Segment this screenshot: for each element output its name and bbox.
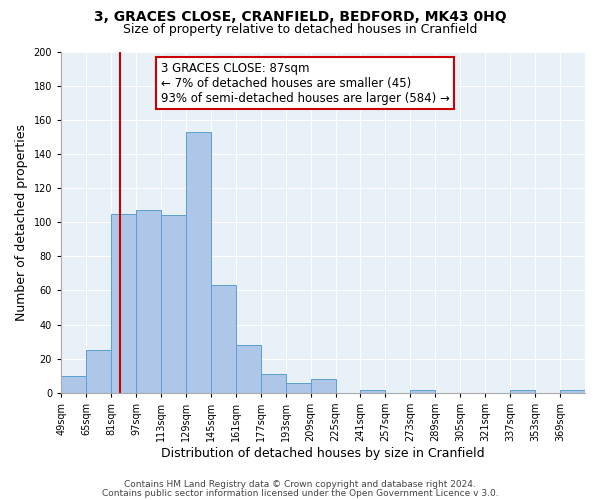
Bar	[61, 376, 86, 393]
Bar	[86, 350, 111, 393]
Bar	[186, 132, 211, 393]
Bar	[286, 382, 311, 393]
Bar	[236, 345, 260, 393]
Text: Size of property relative to detached houses in Cranfield: Size of property relative to detached ho…	[123, 22, 477, 36]
Text: 3 GRACES CLOSE: 87sqm
← 7% of detached houses are smaller (45)
93% of semi-detac: 3 GRACES CLOSE: 87sqm ← 7% of detached h…	[161, 62, 449, 104]
Bar	[410, 390, 436, 393]
X-axis label: Distribution of detached houses by size in Cranfield: Distribution of detached houses by size …	[161, 447, 485, 460]
Text: Contains HM Land Registry data © Crown copyright and database right 2024.: Contains HM Land Registry data © Crown c…	[124, 480, 476, 489]
Bar	[560, 390, 585, 393]
Bar	[211, 286, 236, 393]
Bar	[111, 214, 136, 393]
Bar	[311, 380, 335, 393]
Bar	[260, 374, 286, 393]
Bar	[161, 216, 186, 393]
Y-axis label: Number of detached properties: Number of detached properties	[15, 124, 28, 320]
Bar	[136, 210, 161, 393]
Bar	[361, 390, 385, 393]
Text: Contains public sector information licensed under the Open Government Licence v : Contains public sector information licen…	[101, 488, 499, 498]
Bar	[510, 390, 535, 393]
Text: 3, GRACES CLOSE, CRANFIELD, BEDFORD, MK43 0HQ: 3, GRACES CLOSE, CRANFIELD, BEDFORD, MK4…	[94, 10, 506, 24]
